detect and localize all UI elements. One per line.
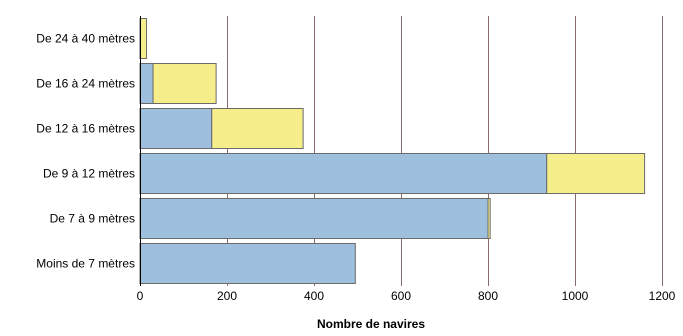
x-tick-label-1000: 1000 [562,289,589,303]
category-label-1: De 16 à 24 mètres [36,77,135,91]
bar-segment-s2-3 [546,153,646,194]
category-label-4: De 7 à 9 mètres [50,212,135,226]
category-label-3: De 9 à 12 mètres [43,167,135,181]
bar-segment-s1-3 [139,153,548,194]
category-label-2: De 12 à 16 mètres [36,122,135,136]
x-tick-label-400: 400 [304,289,324,303]
bar-segment-s2-1 [152,63,217,104]
bar-segment-s2-4 [487,198,491,239]
x-tick-labels: 0 200 400 600 800 1000 1200 [137,289,676,303]
x-axis-title: Nombre de navires [317,317,425,331]
x-tick-label-1200: 1200 [649,289,676,303]
bars [139,18,646,284]
category-label-5: Moins de 7 mètres [36,257,135,271]
category-labels: De 24 à 40 mètres De 16 à 24 mètres De 12 … [36,32,135,271]
category-label-0: De 24 à 40 mètres [36,32,135,46]
bar-segment-s1-2 [139,108,213,149]
grid-lines [227,16,663,286]
x-tick-label-600: 600 [391,289,411,303]
bar-segment-s1-5 [139,243,356,284]
bar-segment-s1-4 [139,198,489,239]
bar-segment-s2-2 [211,108,304,149]
x-tick-label-0: 0 [137,289,144,303]
x-tick-label-800: 800 [478,289,498,303]
bar-segment-s1-1 [139,63,154,104]
x-tick-label-200: 200 [217,289,237,303]
